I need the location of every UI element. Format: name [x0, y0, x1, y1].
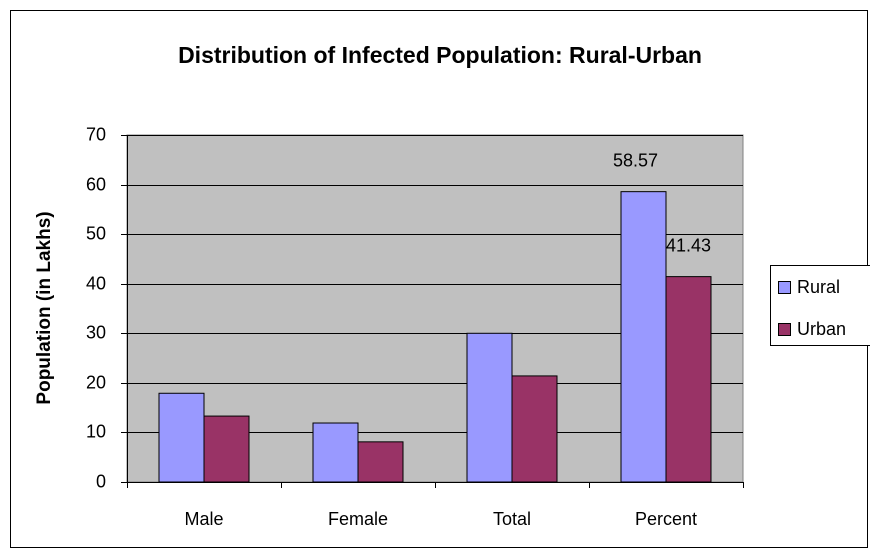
- bar: [620, 191, 667, 483]
- y-axis-label: Population (in Lakhs): [34, 211, 55, 404]
- y-tick-label: 20: [86, 372, 106, 392]
- legend-label: Urban: [797, 319, 846, 339]
- chart-title: Distribution of Infected Population: Rur…: [178, 42, 702, 68]
- legend-swatch: [778, 323, 791, 336]
- bar: [158, 392, 205, 483]
- y-tick-label: 30: [86, 322, 106, 342]
- y-tick-label: 10: [86, 421, 106, 441]
- bar: [665, 276, 712, 483]
- x-tick-label: Female: [328, 509, 388, 529]
- bar: [312, 422, 359, 483]
- bar: [511, 375, 558, 483]
- x-tick-label: Total: [493, 509, 531, 529]
- x-tick-label: Percent: [635, 509, 697, 529]
- y-tick-label: 70: [86, 124, 106, 144]
- y-tick-label: 0: [96, 471, 106, 491]
- y-tick-label: 50: [86, 223, 106, 243]
- bar: [357, 441, 404, 483]
- legend-swatch: [778, 281, 791, 294]
- bar: [203, 415, 250, 483]
- data-label: 58.57: [613, 150, 658, 170]
- y-tick-label: 60: [86, 174, 106, 194]
- x-tick-label: Male: [184, 509, 223, 529]
- data-label: 41.43: [666, 235, 711, 255]
- legend-label: Rural: [797, 277, 840, 297]
- y-tick-label: 40: [86, 273, 106, 293]
- bar: [466, 332, 513, 483]
